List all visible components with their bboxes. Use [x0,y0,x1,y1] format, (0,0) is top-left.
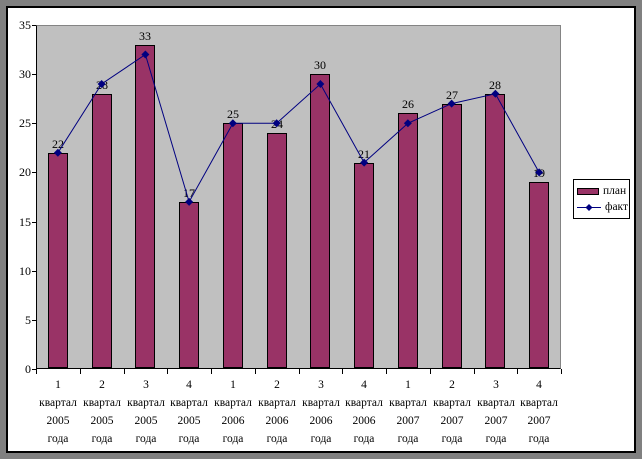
y-axis-tick-25 [32,123,36,124]
bar-plan-6 [267,133,287,368]
plot-area [36,25,561,369]
bar-value-label-1: 22 [52,137,64,151]
x-axis-tick-6 [299,369,300,374]
bar-plan-10 [442,104,462,368]
y-axis-label-15: 15 [19,215,31,229]
bar-value-label-7: 30 [314,58,326,72]
bar-value-label-10: 27 [446,88,458,102]
line-swatch-icon [577,203,601,212]
y-axis-tick-5 [32,320,36,321]
x-axis-tick-7 [342,369,343,374]
x-axis-label-5: 1 квартал 2006 года [214,379,252,445]
y-axis-label-35: 35 [19,18,31,32]
chart-canvas: 0 5 10 15 20 25 30 35 1 квартал 2005 года 2 квартал 2… [6,6,636,453]
x-axis-label-10: 2 квартал 2007 года [433,379,471,445]
y-axis-label-30: 30 [19,67,31,81]
legend-label-plan: план [603,185,627,197]
bar-plan-11 [485,94,505,368]
x-axis-label-11: 3 квартал 2007 года [477,379,515,445]
bar-value-label-8: 21 [358,147,370,161]
bar-value-label-3: 33 [139,29,151,43]
bar-plan-8 [354,163,374,368]
legend-item-plan: план [577,183,629,199]
y-axis-label-10: 10 [19,264,31,278]
x-axis-label-2: 2 квартал 2005 года [83,379,121,445]
y-axis-label-0: 0 [25,362,31,376]
legend: план факт [573,179,630,219]
x-axis-label-8: 4 квартал 2006 года [345,379,383,445]
x-axis-tick-12 [561,369,562,374]
y-axis-label-5: 5 [25,313,31,327]
bar-plan-9 [398,113,418,368]
x-axis-label-7: 3 квартал 2006 года [302,379,340,445]
legend-item-fakt: факт [577,199,629,215]
x-axis-tick-1 [80,369,81,374]
bar-value-label-12: 19 [533,166,545,180]
x-axis-tick-9 [430,369,431,374]
x-axis-tick-0 [36,369,37,374]
x-axis-label-12: 4 квартал 2007 года [520,379,558,445]
bar-value-label-5: 25 [227,107,239,121]
x-axis-label-9: 1 квартал 2007 года [389,379,427,445]
x-axis-tick-10 [474,369,475,374]
x-axis-tick-3 [167,369,168,374]
bar-value-label-4: 17 [183,186,195,200]
y-axis-tick-15 [32,222,36,223]
x-axis-tick-8 [386,369,387,374]
x-axis-tick-4 [211,369,212,374]
bar-value-label-6: 24 [271,117,283,131]
bar-plan-7 [310,74,330,368]
bar-plan-2 [92,94,112,368]
y-axis-label-20: 20 [19,165,31,179]
bar-plan-1 [48,153,68,368]
y-axis-tick-30 [32,74,36,75]
bar-plan-3 [135,45,155,368]
y-axis-tick-35 [32,25,36,26]
bar-value-label-11: 28 [489,78,501,92]
bar-plan-4 [179,202,199,368]
x-axis-tick-11 [517,369,518,374]
bar-plan-5 [223,123,243,368]
bar-swatch-icon [577,187,599,195]
x-axis-label-4: 4 квартал 2005 года [170,379,208,445]
y-axis-tick-10 [32,271,36,272]
bar-plan-12 [529,182,549,368]
x-axis-label-6: 2 квартал 2006 года [258,379,296,445]
bar-value-label-9: 26 [402,97,414,111]
y-axis-tick-0 [32,369,36,370]
bar-value-label-2: 28 [96,78,108,92]
x-axis-tick-5 [255,369,256,374]
legend-label-fakt: факт [605,201,629,213]
y-axis-tick-20 [32,172,36,173]
x-axis-label-3: 3 квартал 2005 года [127,379,165,445]
y-axis-label-25: 25 [19,116,31,130]
x-axis-tick-2 [124,369,125,374]
x-axis-label-1: 1 квартал 2005 года [39,379,77,445]
